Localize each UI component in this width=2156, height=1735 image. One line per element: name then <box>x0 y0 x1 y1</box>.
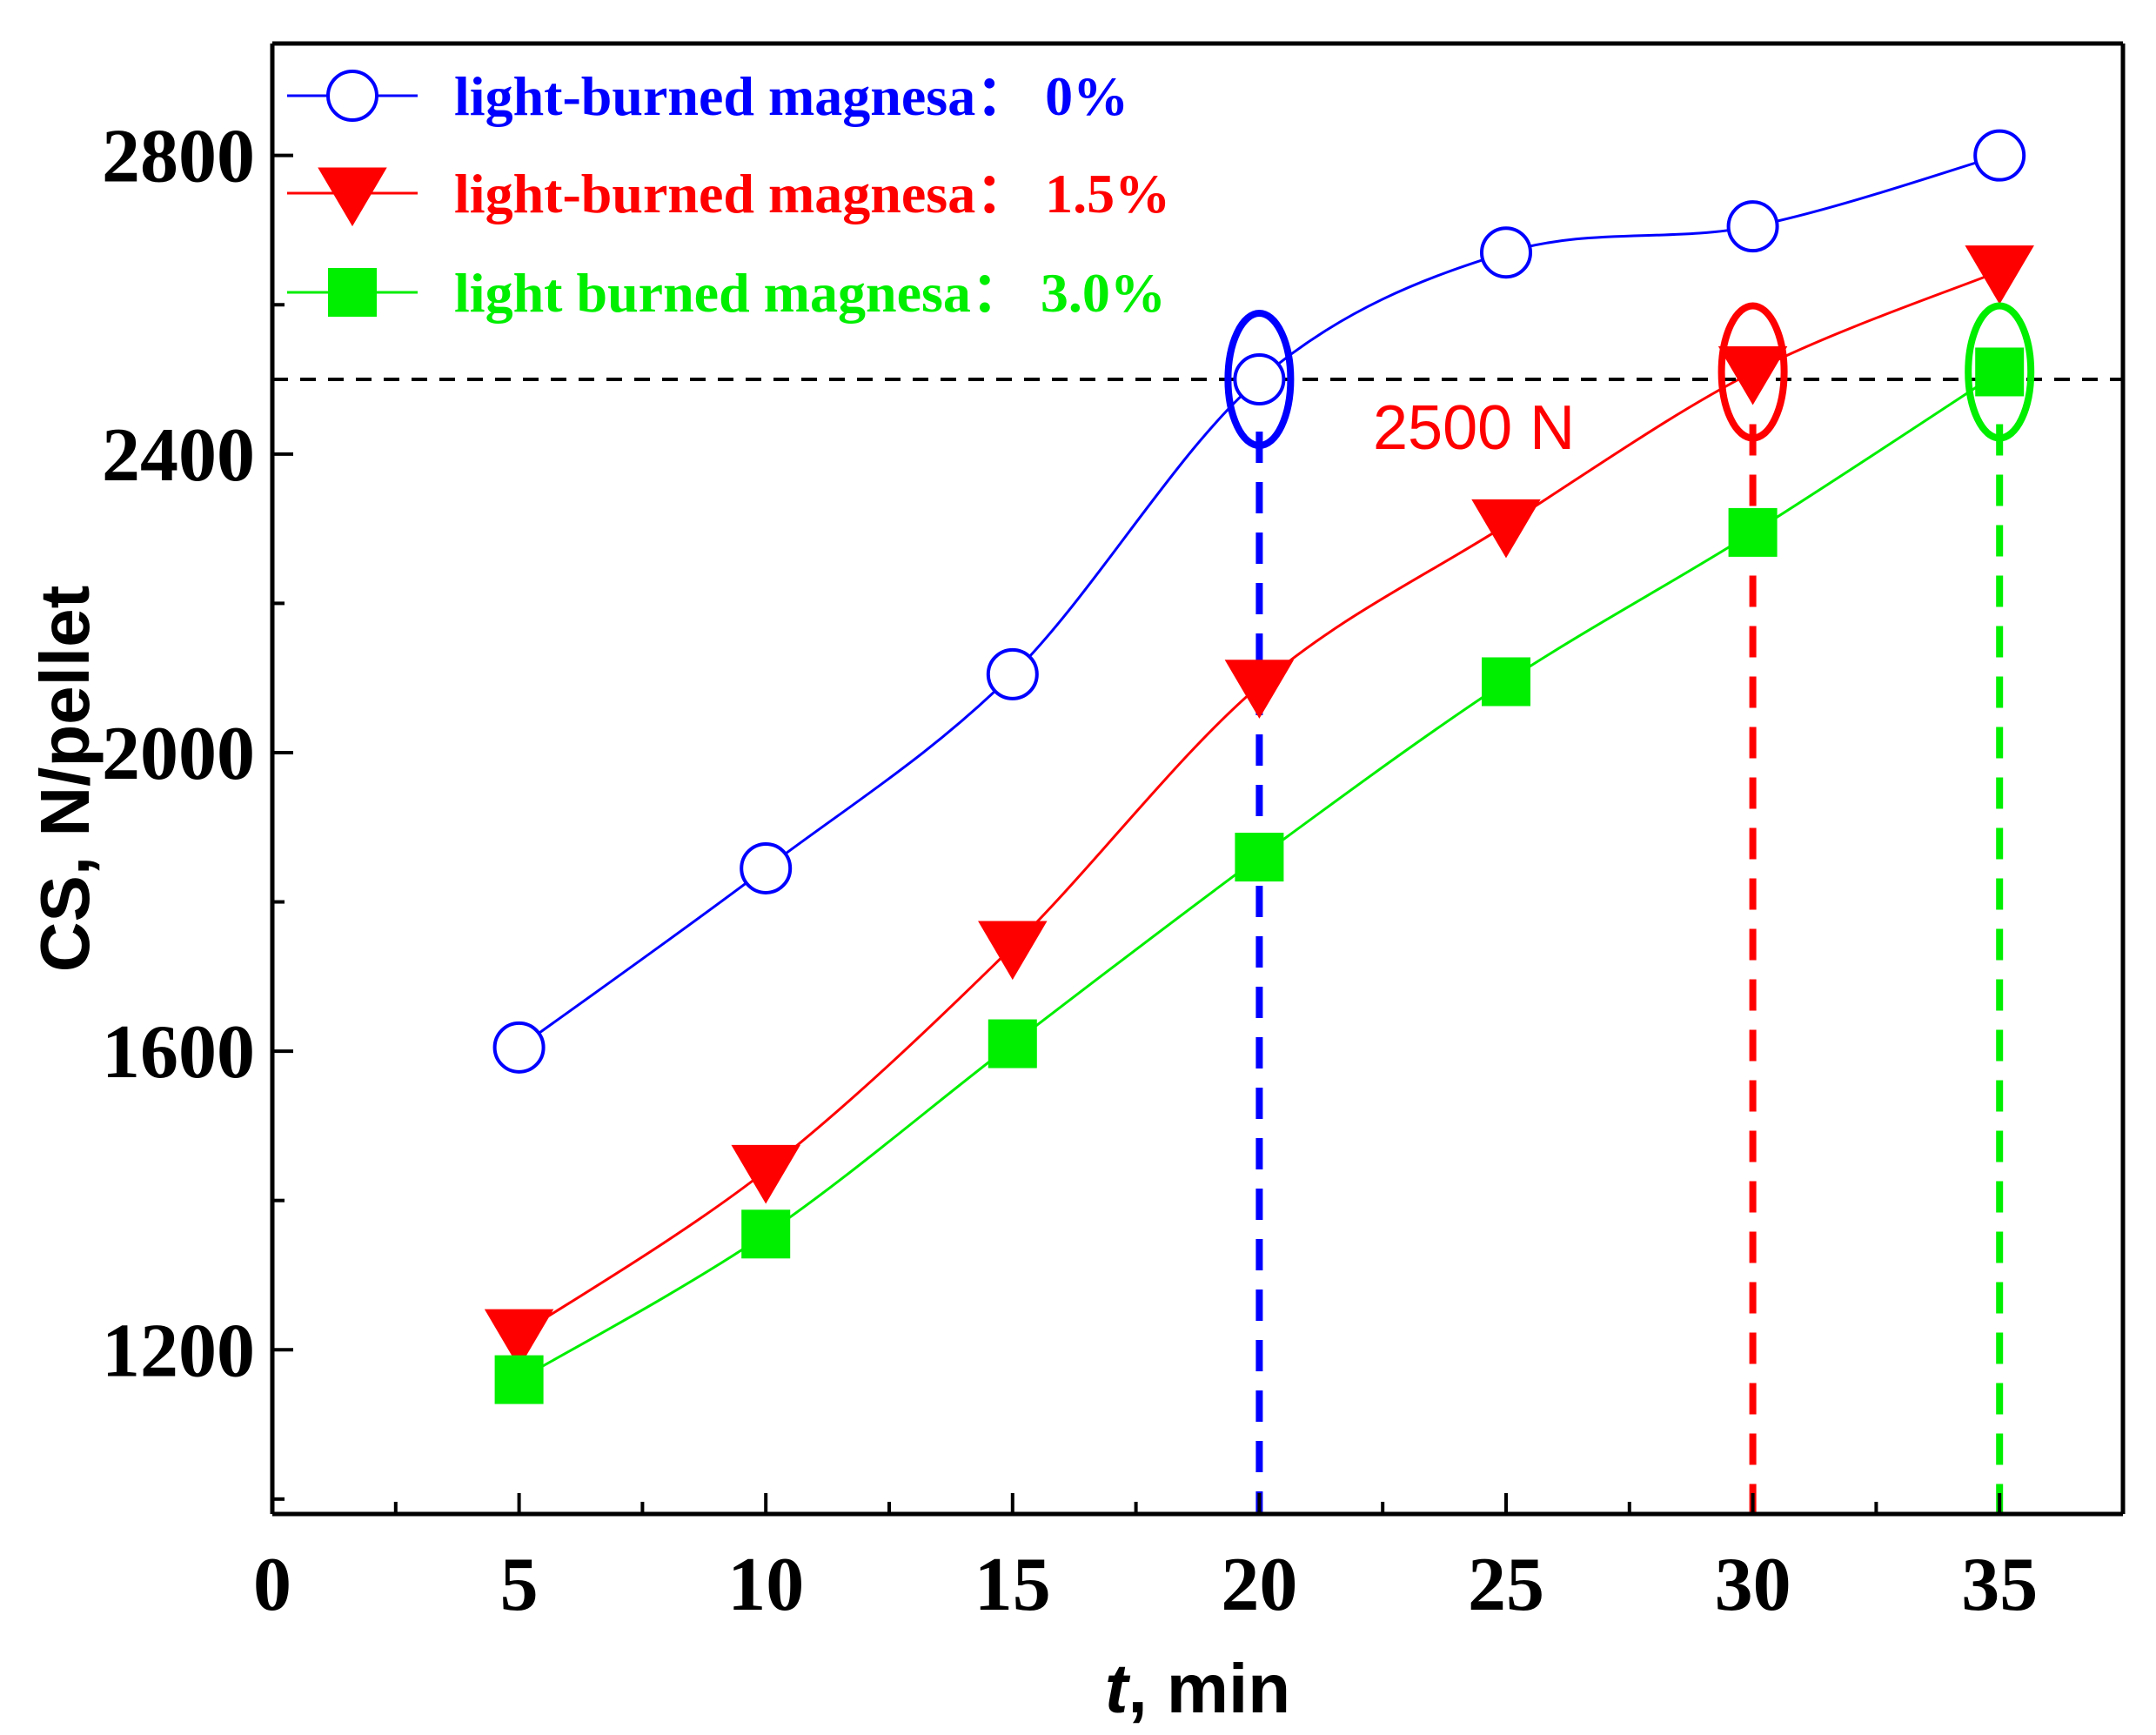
series-1-point-0 <box>484 1309 554 1369</box>
y-axis-title: CS, N/pellet <box>26 586 104 973</box>
series-2-point-1 <box>741 1209 791 1259</box>
x-axis-title-variable: t <box>1105 1650 1131 1727</box>
guide-lines <box>272 378 2123 1514</box>
series-2-point-5 <box>1728 507 1778 557</box>
series-2-point-3 <box>1235 833 1284 882</box>
y-tick-label-2: 2000 <box>102 712 255 796</box>
x-tick-label-0: 0 <box>253 1543 291 1627</box>
series-1-point-2 <box>978 921 1048 981</box>
y-tick-label-1: 1600 <box>102 1010 255 1095</box>
series-0-point-1 <box>740 841 793 894</box>
legend-marker-1 <box>318 167 387 227</box>
axes: 0 5 10 15 20 25 30 35 1200 1600 2000 2400 2800 t, min… <box>26 41 2126 1727</box>
annotations: 2500 N <box>1224 302 2035 463</box>
legend-marker-2 <box>328 268 377 317</box>
series-1-point-5 <box>1717 345 1788 405</box>
x-tick-label-1: 5 <box>500 1543 539 1627</box>
y-tick-label-4: 2800 <box>102 115 255 199</box>
series-1-point-3 <box>1224 660 1295 719</box>
x-axis-title-unit: , min <box>1128 1650 1290 1727</box>
highlight-ellipse-2 <box>1965 302 2035 442</box>
x-tick-label-3: 15 <box>974 1543 1051 1627</box>
series-1-point-1 <box>731 1144 800 1204</box>
y-tick-label-3: 2400 <box>102 413 255 498</box>
y-tick-label-0: 1200 <box>102 1309 255 1393</box>
series-0-point-0 <box>492 1021 546 1074</box>
series-0-point-5 <box>1726 200 1779 253</box>
x-tick-label-7: 35 <box>1961 1543 2038 1627</box>
series-1-point-4 <box>1471 499 1541 559</box>
series-0-point-6 <box>1973 129 2026 182</box>
legend-marker-0 <box>326 70 378 122</box>
series-2-point-2 <box>988 1019 1037 1068</box>
series-2-point-0 <box>494 1355 544 1404</box>
series-2-point-4 <box>1482 657 1530 707</box>
legend-label-0: light-burned magnesa： 0% <box>454 65 1128 127</box>
highlight-ellipse-1 <box>1717 302 1788 442</box>
series-2-point-6 <box>1975 347 2025 397</box>
legend-label-2: light burned magnesa： 3.0% <box>454 262 1166 324</box>
highlight-ellipse-0 <box>1224 310 1295 450</box>
threshold-label: 2500 N <box>1373 393 1575 463</box>
series-0-point-4 <box>1480 226 1532 279</box>
x-tick-label-5: 25 <box>1468 1543 1544 1627</box>
series-0-point-3 <box>1233 353 1286 406</box>
x-tick-label-2: 10 <box>727 1543 804 1627</box>
series-markers <box>484 129 2034 1404</box>
series-0-point-2 <box>986 647 1039 700</box>
series-1-point-6 <box>1965 245 2034 305</box>
legend-label-1: light-burned magnesa： 1.5% <box>454 163 1170 224</box>
legend: light-burned magnesa： 0% light-burned mag… <box>287 65 1170 324</box>
x-axis-title: t, min <box>1105 1650 1290 1727</box>
x-tick-label-6: 30 <box>1715 1543 1791 1627</box>
x-tick-label-4: 20 <box>1221 1543 1297 1627</box>
